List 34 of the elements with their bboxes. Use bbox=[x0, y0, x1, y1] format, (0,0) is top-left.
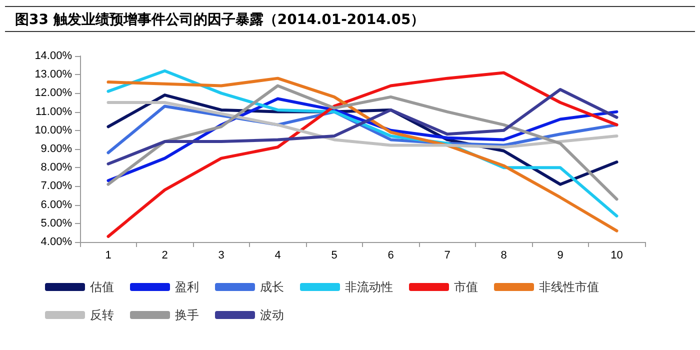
legend-label: 反转 bbox=[90, 308, 114, 322]
y-tick-label: 9.00% bbox=[40, 143, 72, 155]
y-tick-label: 14.00% bbox=[34, 50, 72, 62]
y-tick-label: 6.00% bbox=[40, 198, 72, 211]
legend-label: 估值 bbox=[89, 280, 114, 294]
legend-label: 非流动性 bbox=[345, 280, 393, 294]
y-tick-label: 8.00% bbox=[40, 162, 72, 174]
legend-label: 市值 bbox=[454, 280, 478, 294]
x-tick-label: 1 bbox=[105, 250, 112, 262]
x-tick-label: 3 bbox=[218, 250, 224, 262]
y-tick-label: 11.00% bbox=[36, 106, 72, 118]
y-tick-label: 10.00% bbox=[34, 124, 72, 136]
x-tick-label: 8 bbox=[500, 250, 507, 262]
x-tick-label: 2 bbox=[162, 250, 168, 262]
legend-label: 波动 bbox=[260, 308, 284, 322]
y-tick-label: 4.00% bbox=[40, 236, 72, 248]
line-series bbox=[106, 101, 618, 149]
x-tick-label: 10 bbox=[610, 250, 623, 262]
x-tick-label: 4 bbox=[274, 250, 281, 262]
x-tick-label: 6 bbox=[388, 250, 394, 262]
line-series bbox=[106, 84, 618, 201]
x-tick-label: 7 bbox=[444, 250, 450, 262]
x-tick-label: 9 bbox=[557, 250, 564, 262]
x-tick-label: 5 bbox=[331, 250, 338, 262]
y-tick-label: 13.00% bbox=[34, 68, 72, 81]
legend-label: 换手 bbox=[175, 308, 199, 322]
chart-title: 图33 触发业绩预增事件公司的因子暴露（2014.01-2014.05） bbox=[5, 6, 695, 32]
line-series bbox=[106, 88, 618, 166]
legend-label: 非线性市值 bbox=[539, 280, 599, 294]
legend-label: 成长 bbox=[260, 280, 284, 294]
y-tick-label: 12.00% bbox=[34, 87, 72, 100]
y-tick-label: 7.00% bbox=[40, 180, 72, 192]
y-tick-label: 5.00% bbox=[40, 217, 72, 230]
legend-label: 盈利 bbox=[175, 280, 199, 294]
